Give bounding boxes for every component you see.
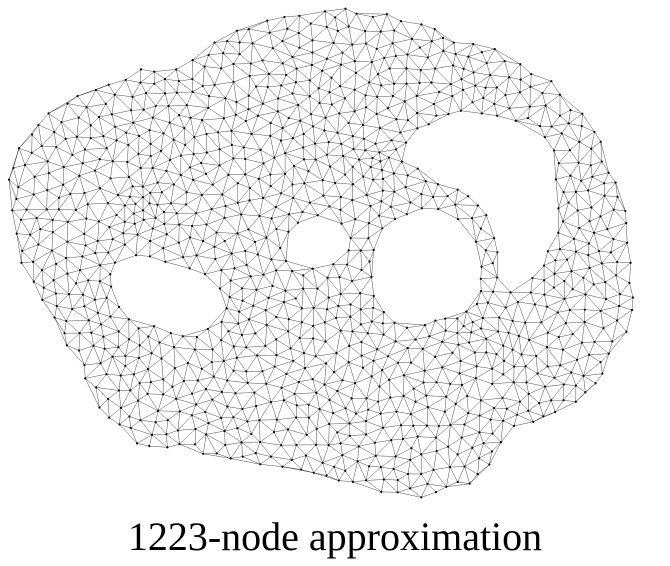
triangulated-mesh (7, 7, 635, 499)
mesh-nodes (7, 7, 635, 499)
mesh-edges (8, 8, 634, 498)
mesh-node-dots (7, 7, 635, 499)
mesh-edge-paths (8, 8, 634, 498)
figure-caption: 1223-node approximation (127, 514, 543, 559)
